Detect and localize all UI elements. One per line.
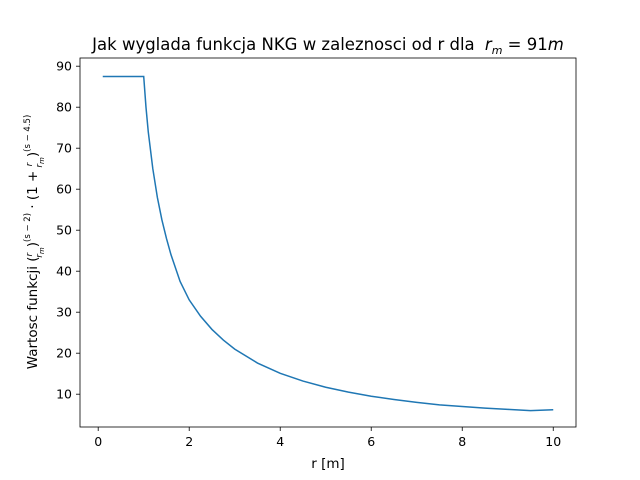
y-label-exp1: (s − 2) xyxy=(23,213,33,242)
x-axis-label: r [m] xyxy=(311,456,345,472)
y-tick-label: 30 xyxy=(56,305,72,320)
y-label-num2: r xyxy=(25,161,35,166)
svg-text:Wartosc funkcji (rrm)(s − 2) ·: Wartosc funkcji (rrm)(s − 2) · (1 + rrm)… xyxy=(23,115,46,370)
y-label-den-sub2: m xyxy=(38,157,46,164)
y-label-den2: r xyxy=(35,163,45,168)
chart-title-sub: m xyxy=(492,44,503,57)
series-line xyxy=(102,75,554,412)
x-tick-label: 10 xyxy=(545,434,561,449)
y-label-prefix: Wartosc funkcji ( xyxy=(25,256,41,369)
y-axis-label: Wartosc funkcji (rrm)(s − 2) · (1 + rrm)… xyxy=(23,115,46,370)
chart-title-var: r xyxy=(485,35,493,54)
chart-title-text: Jak wyglada funkcja NKG w zaleznosci od … xyxy=(91,35,475,54)
ticks-group: 0 2 4 6 8 10 10 20 30 40 50 60 70 80 90 xyxy=(56,59,561,449)
y-label-den: r xyxy=(35,253,45,258)
plot-area-frame xyxy=(79,57,577,428)
y-tick-label: 10 xyxy=(56,387,72,402)
y-tick-label: 20 xyxy=(56,346,72,361)
y-tick-label: 80 xyxy=(56,100,72,115)
y-tick-label: 70 xyxy=(56,141,72,156)
y-tick-label: 90 xyxy=(56,59,72,74)
x-tick-label: 0 xyxy=(94,434,102,449)
chart-title-rest: = 91 xyxy=(502,35,547,54)
x-tick-label: 4 xyxy=(276,434,284,449)
x-tick-label: 8 xyxy=(458,434,466,449)
chart-title-unit: m xyxy=(548,35,564,54)
y-label-mid: · (1 + xyxy=(25,166,41,213)
y-tick-label: 60 xyxy=(56,182,72,197)
y-label-den-sub: m xyxy=(38,247,46,254)
y-tick-label: 50 xyxy=(56,223,72,238)
y-tick-label: 40 xyxy=(56,264,72,279)
y-label-exp2: (s − 4.5) xyxy=(23,115,33,152)
x-tick-label: 2 xyxy=(185,434,193,449)
chart-title: Jak wyglada funkcja NKG w zaleznosci od … xyxy=(91,35,564,57)
x-tick-label: 6 xyxy=(367,434,375,449)
y-label-num: r xyxy=(25,251,35,256)
